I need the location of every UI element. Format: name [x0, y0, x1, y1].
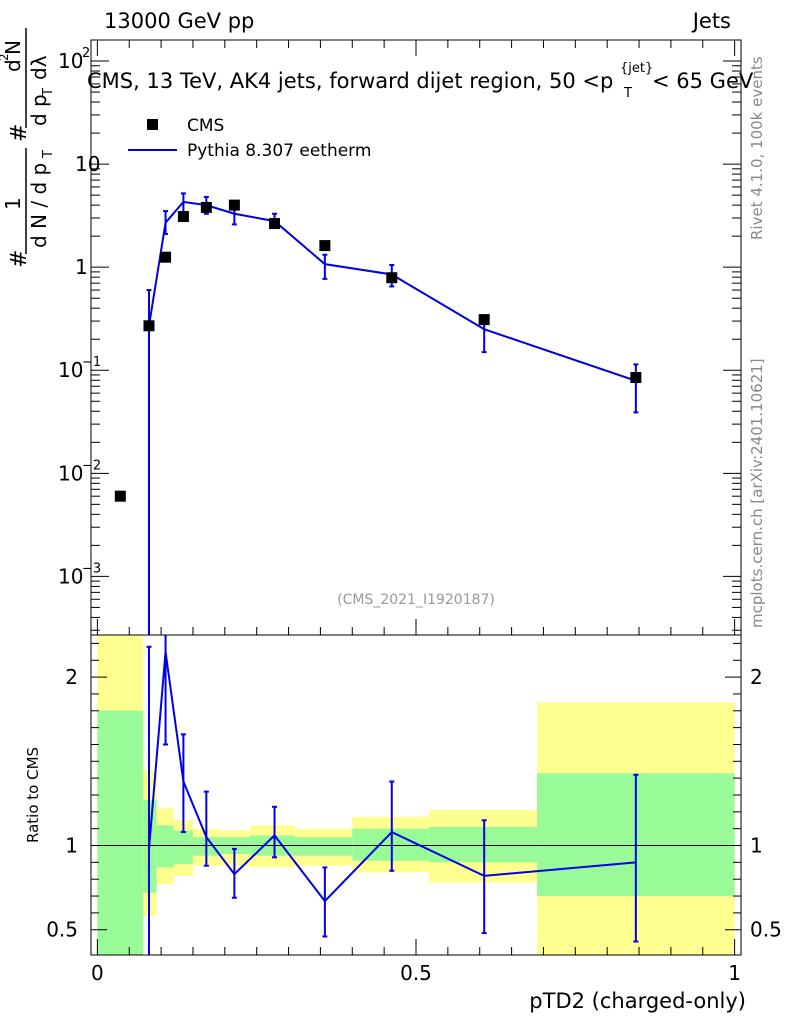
main-y-tick-exponent: −3: [82, 561, 101, 576]
x-tick-label: 0: [91, 961, 104, 985]
main-y-tick-label: 1: [75, 255, 88, 279]
legend-marker-cms: [147, 119, 158, 130]
ratio-band-inner: [97, 710, 144, 955]
main-y-tick-label: 10: [58, 461, 83, 485]
main-y-tick-label: 10: [58, 564, 83, 588]
ratio-band-inner: [294, 837, 353, 856]
cms-data-point: [160, 251, 172, 263]
x-axis-title: pTD2 (charged-only): [529, 989, 746, 1013]
legend: CMS Pythia 8.307 eetherm: [128, 116, 371, 161]
title-sup: {jet}: [620, 61, 653, 76]
cms-data-point: [630, 372, 642, 384]
ratio-y-tick-label-right: 0.5: [750, 918, 782, 942]
ylabel-second-den-sub: T: [41, 88, 56, 97]
title-sub: T: [623, 86, 632, 101]
legend-label-pythia: Pythia 8.307 eetherm: [187, 141, 371, 161]
ylabel-n: N: [1, 40, 25, 55]
ratio-plot-area: [91, 635, 741, 955]
ratio-plot-frame: [90, 634, 742, 956]
ylabel-second-den-end: dλ: [27, 55, 51, 80]
ratio-y-tick-label: 0.5: [46, 918, 78, 942]
legend-label-cms: CMS: [187, 116, 224, 136]
rivet-label: Rivet 4.1.0, 100k events: [748, 56, 766, 240]
main-y-axis-title: # 1 d N / d p T # d 2 N d p T dλ: [0, 28, 56, 268]
main-y-tick-exponent: −1: [82, 355, 101, 370]
title-end: < 65 GeV: [652, 69, 754, 93]
ratio-y-tick-label-right: 2: [750, 665, 763, 689]
main-y-tick-exponent: 2: [82, 46, 90, 61]
main-y-tick-label: 10: [75, 152, 100, 176]
ratio-band-inner: [156, 825, 174, 868]
x-tick-label: 1: [728, 961, 741, 985]
ylabel-one: 1: [1, 197, 25, 210]
ylabel-den: d N / d p: [27, 163, 51, 248]
ratio-y-tick-label: 2: [65, 665, 78, 689]
ratio-y-tick-label: 1: [65, 834, 78, 858]
cms-data-point: [177, 211, 189, 223]
x-tick-label: 0.5: [400, 961, 432, 985]
ylabel-d2: d: [1, 59, 25, 72]
ratio-band-inner: [428, 827, 538, 863]
cms-data-point: [386, 272, 398, 284]
cms-data-point: [478, 314, 490, 326]
ratio-band-inner: [173, 830, 193, 865]
cms-data-point: [228, 199, 240, 211]
category-label: Jets: [691, 9, 731, 33]
analysis-watermark: (CMS_2021_I1920187): [337, 592, 495, 608]
cms-data-point: [200, 201, 212, 213]
main-y-tick-label: 10: [58, 358, 83, 382]
title-main: CMS, 13 TeV, AK4 jets, forward dijet reg…: [87, 69, 613, 93]
ratio-y-tick-label-right: 1: [750, 834, 763, 858]
mcplots-label: mcplots.cern.ch [arXiv:2401.10621]: [748, 358, 766, 628]
cms-data-point: [269, 218, 281, 230]
ylabel-hash: #: [7, 250, 32, 268]
plot-title: CMS, 13 TeV, AK4 jets, forward dijet reg…: [87, 61, 754, 101]
ratio-y-axis-title: Ratio to CMS: [24, 747, 42, 843]
main-plot-area: [91, 40, 741, 635]
cms-data-point: [143, 320, 155, 332]
energy-label: 13000 GeV pp: [104, 9, 254, 33]
ratio-mc-line: [147, 651, 636, 903]
cms-data-point: [319, 240, 331, 252]
main-y-tick-exponent: −2: [82, 458, 101, 473]
ylabel-d2-sup: 2: [0, 53, 11, 61]
cms-data-point: [114, 490, 126, 502]
ylabel-hash2: #: [7, 124, 32, 142]
ylabel-den-sub: T: [41, 150, 56, 159]
ylabel-second-den: d p: [27, 94, 51, 126]
main-y-tick-label: 10: [58, 49, 83, 73]
